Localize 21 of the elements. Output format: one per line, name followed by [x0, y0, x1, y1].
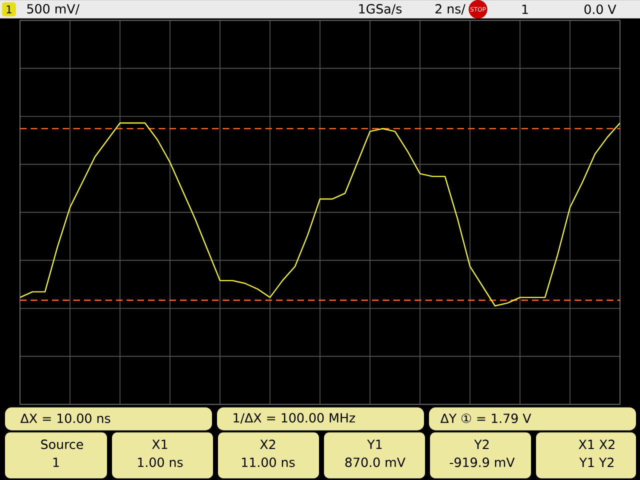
text: Y1 [367, 440, 382, 449]
text: Source [41, 439, 84, 449]
text: ΔX = 10.00 ns [20, 413, 110, 423]
text: 11.00 ns [242, 457, 295, 467]
text: 870.0 mV [345, 457, 406, 467]
text: 1 [522, 4, 528, 14]
text: Y1 Y2 [579, 457, 614, 467]
text: -919.9 mV [450, 457, 515, 467]
text: 0.0 V [584, 4, 616, 14]
text: 1.00 ns [138, 457, 183, 467]
text: 1 [53, 458, 59, 467]
text: 1/ΔX = 100.00 MHz [234, 412, 356, 424]
text: 2 ns/ [435, 4, 466, 14]
text: ΔY ① = 1.79 V [440, 413, 532, 423]
text: Y2 [474, 439, 489, 449]
text: 1GSa/s [359, 4, 402, 14]
text: X1 [152, 440, 168, 449]
text: 500 mV/ [27, 4, 80, 14]
text: X2 [260, 439, 276, 449]
text: X1 X2 [578, 439, 614, 449]
text: 1 [6, 5, 12, 14]
